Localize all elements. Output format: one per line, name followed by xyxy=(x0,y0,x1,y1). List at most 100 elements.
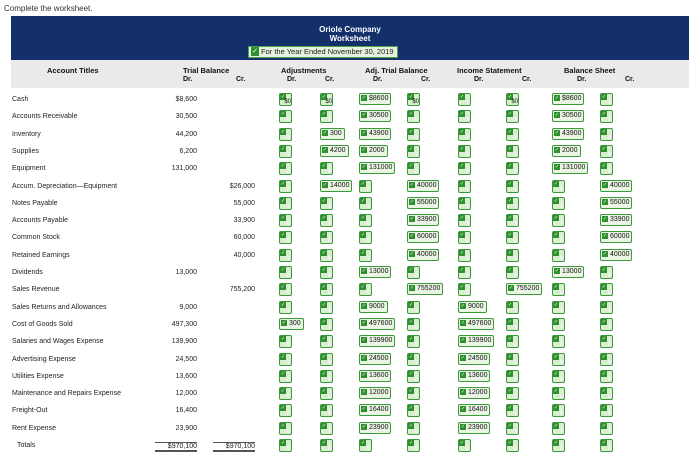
adj-cr-input[interactable] xyxy=(320,352,333,366)
adj-cr-input[interactable] xyxy=(320,266,333,279)
atb-dr-input[interactable]: 2000 xyxy=(359,144,388,157)
bs-dr-input[interactable] xyxy=(552,179,565,193)
is-dr-input[interactable]: 12000 xyxy=(458,387,491,400)
is-dr-input[interactable]: 23900 xyxy=(458,421,491,434)
atb-dr-input[interactable]: 24500 xyxy=(359,352,392,365)
bs-dr-input[interactable] xyxy=(552,352,565,366)
adj-dr-input[interactable] xyxy=(279,352,292,366)
is-dr-input[interactable]: 13600 xyxy=(458,369,491,382)
atb-dr-total-input[interactable] xyxy=(359,439,372,452)
atb-cr-input[interactable] xyxy=(407,421,420,435)
is-cr-total-input[interactable] xyxy=(506,439,519,452)
bs-dr-input[interactable] xyxy=(552,387,565,401)
bs-cr-input[interactable] xyxy=(600,162,613,176)
atb-cr-input[interactable] xyxy=(407,317,420,331)
bs-dr-input[interactable] xyxy=(552,231,565,245)
adj-dr-input[interactable] xyxy=(279,404,292,418)
bs-cr-input[interactable] xyxy=(600,404,613,418)
atb-cr-input[interactable]: 40000 xyxy=(407,248,440,261)
is-dr-input[interactable] xyxy=(458,179,471,193)
is-cr-input[interactable] xyxy=(506,127,519,141)
atb-dr-input[interactable]: 23900 xyxy=(359,421,392,434)
bs-cr-input[interactable]: 40000 xyxy=(600,179,633,192)
adj-cr-input[interactable]: 14000 xyxy=(320,179,353,192)
adj-cr-input[interactable] xyxy=(320,214,333,228)
adj-dr-input[interactable] xyxy=(279,283,292,297)
adj-dr-input[interactable] xyxy=(279,93,292,106)
bs-cr-input[interactable] xyxy=(600,144,613,158)
adj-dr-input[interactable] xyxy=(279,179,292,193)
atb-cr-input[interactable] xyxy=(407,93,420,106)
bs-cr-input[interactable] xyxy=(600,110,613,124)
bs-cr-input[interactable]: 33900 xyxy=(600,214,633,227)
adj-dr-input[interactable] xyxy=(279,387,292,401)
atb-cr-input[interactable] xyxy=(407,369,420,383)
adj-cr-input[interactable] xyxy=(320,231,333,245)
atb-dr-input[interactable]: 497600 xyxy=(359,317,396,330)
is-cr-input[interactable] xyxy=(506,404,519,418)
adj-cr-input[interactable] xyxy=(320,369,333,383)
atb-dr-input[interactable]: 12000 xyxy=(359,387,392,400)
bs-cr-input[interactable] xyxy=(600,387,613,401)
is-dr-input[interactable] xyxy=(458,248,471,262)
bs-dr-input[interactable] xyxy=(552,404,565,418)
is-dr-input[interactable] xyxy=(458,93,471,106)
is-dr-input[interactable]: 9000 xyxy=(458,300,487,313)
bs-cr-input[interactable] xyxy=(600,335,613,349)
bs-cr-input[interactable] xyxy=(600,127,613,141)
is-dr-input[interactable] xyxy=(458,231,471,245)
adj-cr-input[interactable] xyxy=(320,93,333,106)
adj-dr-total-input[interactable] xyxy=(279,439,292,452)
bs-cr-input[interactable] xyxy=(600,421,613,435)
adj-dr-input[interactable] xyxy=(279,248,292,262)
adj-dr-input[interactable] xyxy=(279,266,292,279)
is-cr-input[interactable] xyxy=(506,387,519,401)
bs-cr-input[interactable] xyxy=(600,369,613,383)
bs-dr-input[interactable]: $8600 xyxy=(552,93,585,105)
bs-cr-input[interactable]: 40000 xyxy=(600,248,633,261)
is-cr-input[interactable] xyxy=(506,317,519,331)
is-cr-input[interactable] xyxy=(506,110,519,124)
adj-dr-input[interactable] xyxy=(279,127,292,141)
bs-dr-input[interactable] xyxy=(552,248,565,262)
atb-cr-input[interactable]: 55000 xyxy=(407,196,440,209)
adj-cr-input[interactable] xyxy=(320,317,333,331)
atb-cr-input[interactable] xyxy=(407,127,420,141)
is-dr-total-input[interactable] xyxy=(458,439,471,452)
bs-dr-input[interactable]: 30500 xyxy=(552,110,585,123)
bs-dr-input[interactable] xyxy=(552,214,565,228)
atb-cr-input[interactable] xyxy=(407,335,420,349)
atb-dr-input[interactable]: 131000 xyxy=(359,162,396,175)
bs-cr-input[interactable] xyxy=(600,93,613,106)
adj-cr-input[interactable] xyxy=(320,421,333,435)
is-dr-input[interactable] xyxy=(458,144,471,158)
bs-cr-input[interactable]: 55000 xyxy=(600,196,633,209)
is-dr-input[interactable]: 139900 xyxy=(458,335,495,348)
is-cr-input[interactable] xyxy=(506,144,519,158)
is-dr-input[interactable] xyxy=(458,214,471,228)
atb-cr-input[interactable] xyxy=(407,144,420,158)
adj-dr-input[interactable] xyxy=(279,421,292,435)
atb-cr-input[interactable]: 40000 xyxy=(407,179,440,192)
bs-cr-input[interactable] xyxy=(600,283,613,297)
atb-cr-input[interactable] xyxy=(407,162,420,176)
atb-cr-input[interactable] xyxy=(407,266,420,279)
adj-cr-total-input[interactable] xyxy=(320,439,333,452)
atb-dr-input[interactable]: 30500 xyxy=(359,110,392,123)
bs-dr-input[interactable]: 43900 xyxy=(552,127,585,140)
bs-dr-input[interactable] xyxy=(552,317,565,331)
is-cr-input[interactable]: 755200 xyxy=(506,283,543,296)
atb-dr-input[interactable]: 9000 xyxy=(359,300,388,313)
is-cr-input[interactable] xyxy=(506,352,519,366)
adj-dr-input[interactable] xyxy=(279,369,292,383)
atb-dr-input[interactable]: $8600 xyxy=(359,93,392,105)
atb-dr-input[interactable] xyxy=(359,231,372,245)
adj-cr-input[interactable]: 300 xyxy=(320,127,345,140)
atb-cr-input[interactable]: 60000 xyxy=(407,231,440,244)
atb-cr-input[interactable] xyxy=(407,387,420,401)
atb-dr-input[interactable]: 43900 xyxy=(359,127,392,140)
atb-cr-input[interactable]: 33900 xyxy=(407,214,440,227)
is-cr-input[interactable] xyxy=(506,93,519,106)
adj-cr-input[interactable] xyxy=(320,110,333,124)
atb-dr-input[interactable]: 16400 xyxy=(359,404,392,417)
